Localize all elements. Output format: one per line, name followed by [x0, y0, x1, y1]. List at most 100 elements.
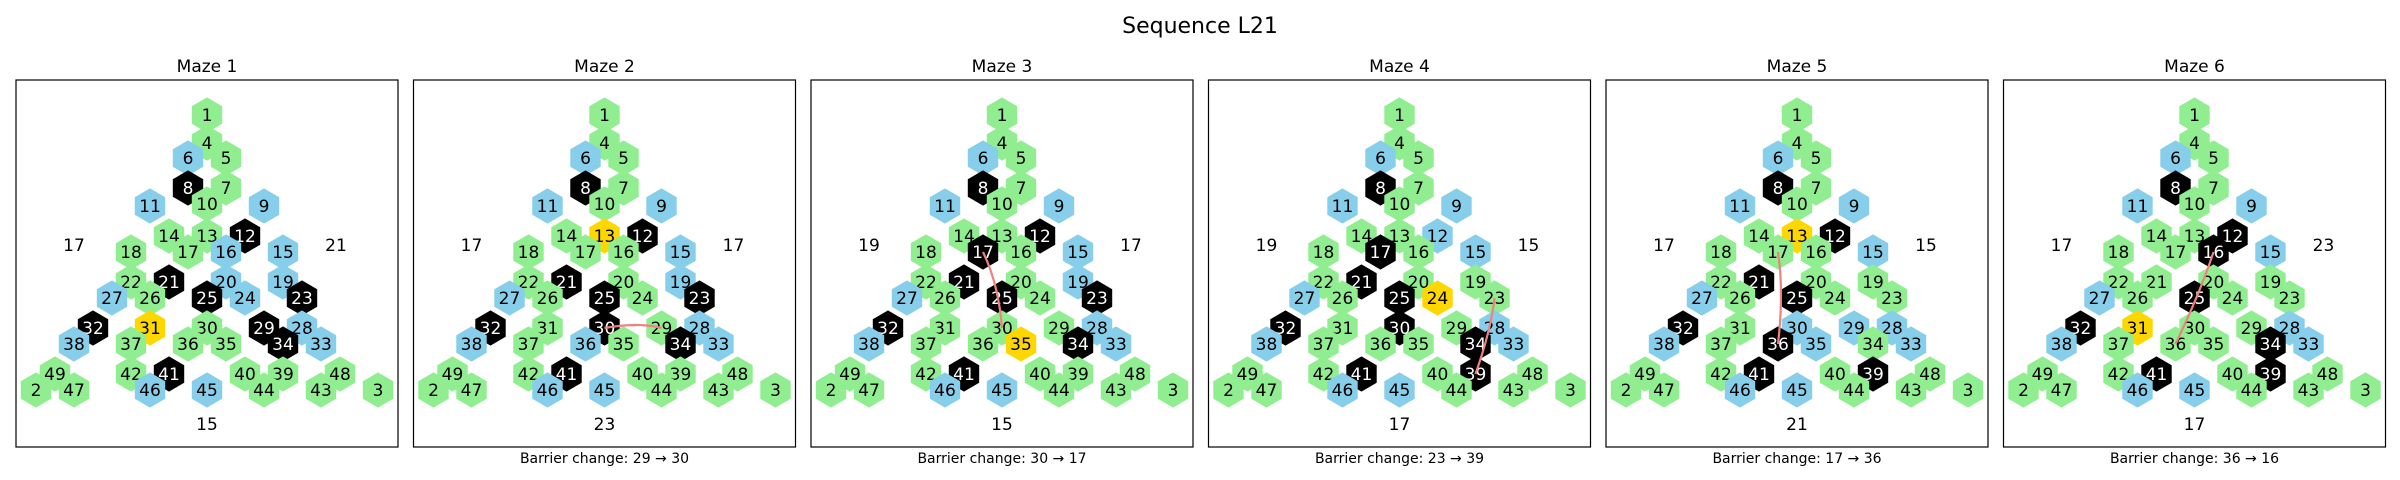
cell-number: 44 [651, 381, 673, 401]
cell-number: 7 [1811, 179, 1822, 199]
cell-number: 40 [632, 365, 654, 385]
cell-number: 49 [2032, 365, 2054, 385]
cell-number: 16 [1805, 243, 1827, 263]
cell-number: 21 [953, 273, 975, 293]
cell-number: 15 [2260, 243, 2282, 263]
cell-number: 19 [1465, 273, 1487, 293]
maze-cell: 11 [1724, 188, 1756, 224]
cell-number: 26 [1729, 289, 1751, 309]
cell-number: 28 [689, 319, 711, 339]
cell-number: 45 [594, 381, 616, 401]
maze-title: Maze 2 [574, 57, 635, 77]
cell-number: 28 [1086, 319, 1108, 339]
cell-number: 30 [2184, 319, 2206, 339]
hex-cell [1422, 280, 1453, 316]
cell-number: 47 [461, 381, 483, 401]
side-label-bottom: 21 [1786, 415, 1808, 435]
cell-number: 9 [656, 197, 667, 217]
cell-number: 4 [599, 134, 610, 154]
hex-cell [58, 326, 90, 362]
maze-cell: 45 [1781, 372, 1813, 408]
cell-number: 11 [2127, 197, 2149, 217]
maze-cell: 18 [910, 234, 942, 270]
hex-cell [1441, 188, 1472, 224]
cell-number: 41 [953, 365, 975, 385]
hex-cell [134, 372, 166, 408]
cell-number: 31 [2127, 319, 2149, 339]
maze-cell: 33 [703, 326, 734, 362]
maze-cell: 33 [1895, 326, 1927, 362]
maze-cell: 38 [853, 326, 885, 362]
hex-cell [2236, 188, 2267, 224]
cell-number: 45 [196, 381, 218, 401]
cell-number: 36 [1767, 335, 1789, 355]
hex-cell [39, 356, 71, 392]
maze-cell: 44 [646, 372, 677, 408]
cell-number: 24 [1824, 289, 1846, 309]
maze-title: Maze 4 [1369, 57, 1430, 77]
cell-number: 46 [1332, 381, 1354, 401]
maze-panel: Maze 312 34567891011121314151617181920212… [810, 57, 1194, 467]
cell-number: 6 [183, 149, 194, 169]
cell-number: 35 [2203, 335, 2225, 355]
maze-cell: 15 [267, 234, 299, 270]
cell-number: 11 [1729, 197, 1751, 217]
maze-cell: 46 [1327, 372, 1358, 408]
maze-panel: Maze 512 34567891011121314151617181920212… [1605, 57, 1989, 467]
cell-number: 3 [770, 381, 781, 401]
cell-number: 47 [63, 381, 85, 401]
cell-number: 8 [1375, 179, 1386, 199]
barrier-line [982, 251, 1004, 329]
cell-number: 3 [1168, 381, 1179, 401]
hex-cell [172, 326, 204, 362]
maze-cell: 46 [2122, 372, 2153, 408]
maze-cell: 15 [1460, 234, 1491, 270]
cell-number: 18 [1710, 243, 1732, 263]
maze-cell: 49 [1232, 356, 1263, 392]
hex-cell [1289, 280, 1320, 316]
barrier-caption: Barrier change: 29 → 30 [520, 451, 689, 467]
cell-number: 1 [2189, 106, 2200, 126]
cell-number: 32 [877, 319, 899, 339]
cell-number: 26 [934, 289, 956, 309]
cell-number: 46 [934, 381, 956, 401]
side-label-bottom: 15 [196, 415, 218, 435]
maze-frame [1605, 79, 1989, 448]
hex-cell [2293, 326, 2324, 362]
cell-number: 15 [272, 243, 294, 263]
cell-number: 12 [1029, 227, 1051, 247]
maze-cell: 23 [1876, 280, 1908, 316]
cell-number: 4 [997, 134, 1008, 154]
hex-cell [2122, 372, 2153, 408]
cell-number: 9 [2246, 197, 2257, 217]
cell-number: 22 [915, 273, 937, 293]
cell-number: 44 [2241, 381, 2263, 401]
cell-number: 10 [1389, 195, 1411, 215]
cell-number: 29 [1843, 319, 1865, 339]
cell-number: 10 [1786, 195, 1808, 215]
cell-number: 5 [618, 149, 629, 169]
cell-number: 48 [1522, 365, 1544, 385]
cell-number: 38 [858, 335, 880, 355]
cell-number: 29 [1446, 319, 1468, 339]
cell-number: 20 [1010, 273, 1032, 293]
cell-number: 1 [1394, 106, 1405, 126]
cell-number: 47 [2051, 381, 2073, 401]
cell-number: 9 [1054, 197, 1065, 217]
cell-number: 41 [1748, 365, 1770, 385]
cell-number: 27 [1294, 289, 1316, 309]
hex-cell [929, 372, 961, 408]
cell-number: 30 [1786, 319, 1808, 339]
hex-cell [1819, 280, 1851, 316]
cell-number: 44 [1843, 381, 1865, 401]
side-label-right: 17 [1120, 236, 1142, 256]
maze-cell: 45 [191, 372, 223, 408]
figure-title: Sequence L21 [1122, 14, 1278, 39]
cell-number: 23 [1086, 289, 1108, 309]
hex-cell [532, 372, 563, 408]
cell-number: 22 [120, 273, 142, 293]
cell-number: 21 [2146, 273, 2168, 293]
side-label-bottom: 17 [1389, 415, 1411, 435]
cell-number: 7 [2208, 179, 2219, 199]
hex-cell [191, 372, 223, 408]
